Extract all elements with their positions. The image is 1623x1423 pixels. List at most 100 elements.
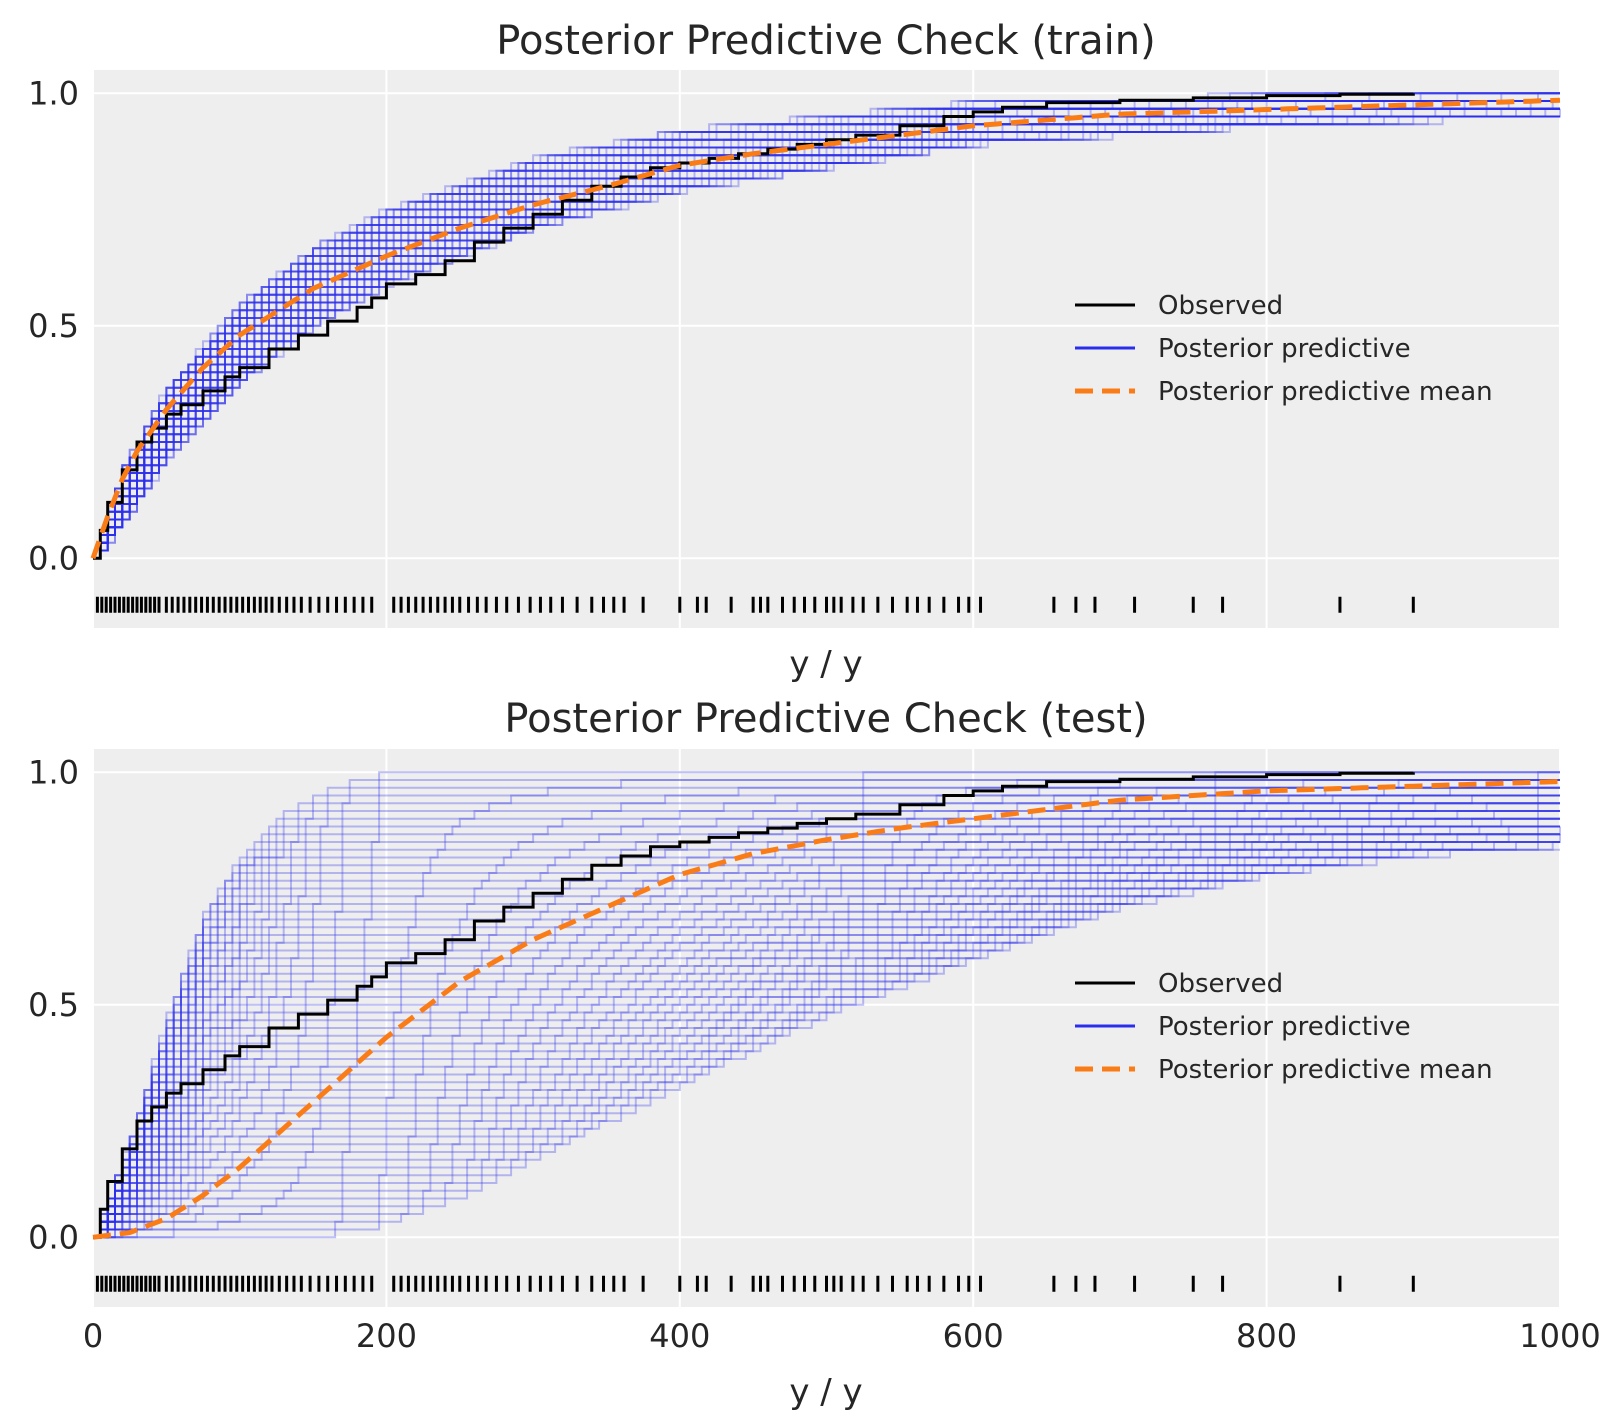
posterior-predictive-sample bbox=[93, 107, 1560, 560]
x-tick-label: 200 bbox=[356, 1317, 417, 1355]
posterior-predictive-sample bbox=[93, 817, 1560, 1239]
legend-predictive-label: Posterior predictive bbox=[1158, 1012, 1411, 1042]
posterior-predictive-sample bbox=[93, 771, 1560, 1239]
posterior-predictive-sample bbox=[93, 100, 1560, 560]
posterior-predictive-sample bbox=[93, 825, 1560, 1239]
posterior-predictive-sample bbox=[93, 115, 1560, 560]
y-tick-label: 0.0 bbox=[28, 539, 79, 577]
posterior-predictive-sample bbox=[93, 115, 1560, 560]
legend-train: Observed Posterior predictive Posterior … bbox=[1075, 291, 1493, 407]
posterior-predictive-sample bbox=[93, 100, 1560, 560]
chart-title-train: Posterior Predictive Check (train) bbox=[496, 18, 1155, 64]
posterior-predictive-sample bbox=[93, 825, 1560, 1239]
posterior-predictive-sample bbox=[93, 100, 1560, 560]
chart-title-test: Posterior Predictive Check (test) bbox=[504, 696, 1147, 742]
posterior-predictive-sample bbox=[93, 92, 1560, 560]
legend-observed-label: Observed bbox=[1158, 969, 1283, 999]
x-tick-label: 0 bbox=[83, 1317, 103, 1355]
y-tick-label: 0.0 bbox=[28, 1218, 79, 1256]
x-tick-label: 600 bbox=[943, 1317, 1004, 1355]
posterior-predictive-sample bbox=[93, 107, 1560, 560]
posterior-predictive-sample bbox=[93, 92, 1560, 560]
posterior-predictive-sample bbox=[93, 115, 1560, 560]
posterior-predictive-sample bbox=[93, 92, 1560, 560]
posterior-predictive-sample bbox=[93, 786, 1560, 1239]
posterior-predictive-sample bbox=[93, 833, 1560, 1239]
posterior-predictive-sample bbox=[93, 115, 1560, 560]
posterior-predictive-sample bbox=[93, 794, 1560, 1239]
panel-test: 0.0 0.5 1.0 0 200 400 600 800 1000 Posterior Pr… bbox=[28, 696, 1601, 1412]
posterior-predictive-sample bbox=[93, 115, 1560, 560]
posterior-predictive-sample bbox=[93, 817, 1560, 1239]
posterior-predictive-sample bbox=[93, 107, 1560, 560]
posterior-predictive-sample bbox=[93, 802, 1560, 1239]
posterior-predictive-sample bbox=[93, 107, 1560, 560]
posterior-predictive-sample bbox=[93, 107, 1560, 560]
posterior-predictive-sample bbox=[93, 848, 1560, 1239]
posterior-predictive-sample bbox=[93, 802, 1560, 1239]
posterior-predictive-sample bbox=[93, 786, 1560, 1239]
rug-train bbox=[95, 596, 1415, 613]
posterior-predictive-sample bbox=[93, 779, 1560, 1239]
legend-mean-label: Posterior predictive mean bbox=[1158, 377, 1493, 407]
legend-predictive-label: Posterior predictive bbox=[1158, 334, 1411, 364]
x-axis-label-test: y / y bbox=[789, 1372, 862, 1412]
posterior-predictive-sample bbox=[93, 825, 1560, 1239]
posterior-predictive-sample bbox=[93, 817, 1560, 1239]
observed-line bbox=[93, 92, 1415, 560]
posterior-predictive-sample bbox=[93, 810, 1560, 1239]
posterior-predictive-sample bbox=[93, 825, 1560, 1239]
posterior-predictive-sample bbox=[93, 794, 1560, 1239]
posterior-predictive-sample bbox=[93, 92, 1560, 560]
y-tick-label: 0.5 bbox=[28, 307, 79, 345]
posterior-predictive-sample bbox=[93, 833, 1560, 1239]
posterior-predictive-sample bbox=[93, 92, 1560, 560]
posterior-predictive-sample bbox=[93, 825, 1560, 1239]
posterior-predictive-sample bbox=[93, 817, 1560, 1239]
posterior-predictive-sample bbox=[93, 92, 1560, 560]
posterior-predictive-sample bbox=[93, 107, 1560, 560]
grid-train bbox=[92, 70, 1561, 628]
posterior-predictive-sample bbox=[93, 100, 1560, 560]
posterior-predictive-sample bbox=[93, 786, 1560, 1239]
x-ticks-test: 0 200 400 600 800 1000 bbox=[83, 1317, 1601, 1355]
panel-train: 0.0 0.5 1.0 Posterior Predictive Check (tr… bbox=[28, 18, 1561, 684]
posterior-predictive-sample bbox=[93, 802, 1560, 1239]
posterior-predictive-sample bbox=[93, 833, 1560, 1239]
observed-line bbox=[93, 771, 1415, 1239]
posterior-predictive-sample bbox=[93, 810, 1560, 1239]
posterior-predictive-sample bbox=[93, 841, 1560, 1239]
posterior-predictive-sample bbox=[93, 786, 1560, 1239]
posterior-predictive-sample bbox=[93, 92, 1560, 560]
posterior-predictive-sample bbox=[93, 92, 1560, 560]
y-ticks-test: 0.0 0.5 1.0 bbox=[28, 753, 79, 1256]
posterior-predictive-sample bbox=[93, 107, 1560, 560]
posterior-predictive-sample bbox=[93, 810, 1560, 1239]
posterior-predictive-sample bbox=[93, 810, 1560, 1239]
posterior-predictive-sample bbox=[93, 817, 1560, 1239]
series-lines-train bbox=[90, 92, 1561, 560]
posterior-predictive-sample bbox=[93, 794, 1560, 1239]
posterior-predictive-sample bbox=[93, 771, 1560, 1239]
x-tick-label: 400 bbox=[649, 1317, 710, 1355]
posterior-predictive-sample bbox=[93, 841, 1560, 1239]
y-ticks-train: 0.0 0.5 1.0 bbox=[28, 74, 79, 577]
posterior-predictive-sample bbox=[93, 802, 1560, 1239]
posterior-predictive-mean-line bbox=[92, 779, 1561, 1240]
posterior-predictive-sample bbox=[93, 107, 1560, 560]
posterior-predictive-sample bbox=[93, 100, 1560, 560]
posterior-predictive-sample bbox=[93, 841, 1560, 1239]
series-lines-test bbox=[92, 771, 1561, 1240]
posterior-predictive-sample bbox=[93, 810, 1560, 1239]
posterior-predictive-sample bbox=[93, 771, 1560, 1239]
posterior-predictive-sample bbox=[93, 786, 1560, 1239]
posterior-predictive-sample bbox=[93, 115, 1560, 560]
posterior-predictive-sample bbox=[93, 841, 1560, 1239]
legend-mean-label: Posterior predictive mean bbox=[1158, 1055, 1493, 1085]
y-tick-label: 1.0 bbox=[28, 753, 79, 791]
legend-observed-label: Observed bbox=[1158, 291, 1283, 321]
x-axis-label-train: y / y bbox=[789, 644, 862, 684]
posterior-predictive-sample bbox=[93, 826, 1561, 1239]
posterior-predictive-mean-line bbox=[90, 97, 1561, 560]
